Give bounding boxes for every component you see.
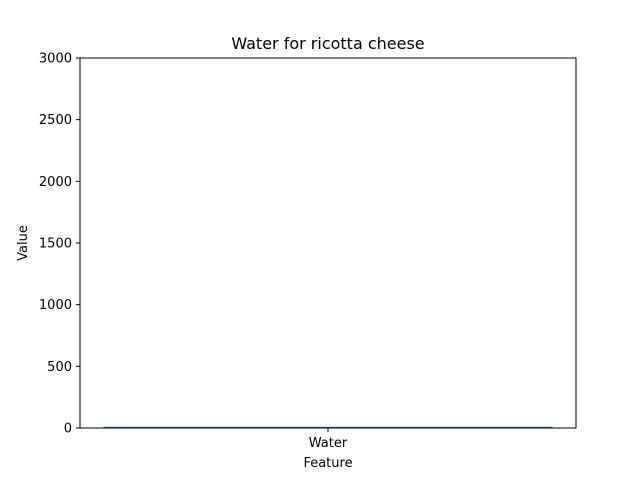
chart-title: Water for ricotta cheese [231, 34, 424, 53]
y-tick-label: 0 [64, 422, 72, 437]
y-tick-label: 2500 [39, 113, 72, 128]
y-axis-ticks: 0 500 1000 1500 2000 2500 3000 [39, 52, 80, 437]
x-axis-label: Feature [303, 456, 352, 471]
y-tick-label: 1000 [39, 298, 72, 313]
bars [103, 426, 553, 428]
x-tick-label: Water [309, 436, 348, 451]
y-tick-label: 2000 [39, 175, 72, 190]
plot-frame [79, 57, 577, 429]
bar [103, 426, 553, 428]
y-tick-label: 3000 [39, 52, 72, 67]
y-tick-label: 500 [47, 360, 72, 375]
x-axis-ticks: Water [309, 428, 348, 451]
y-axis-label: Value [16, 225, 31, 261]
y-tick-label: 1500 [39, 237, 72, 252]
